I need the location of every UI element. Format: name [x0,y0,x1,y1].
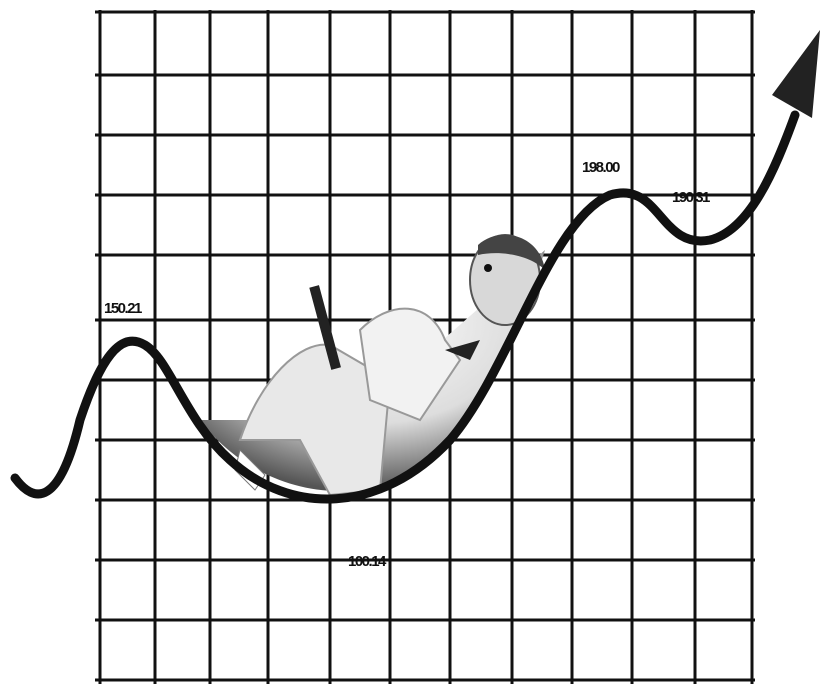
page: 150.21 100.14 198.00 190.31 (() => { con… [0,0,824,684]
value-label: 190.31 [672,189,710,206]
arrow-head [772,30,820,118]
value-label: 198.00 [582,159,620,176]
value-label: 150.21 [104,300,142,317]
illustration: 150.21 100.14 198.00 190.31 [0,0,824,684]
value-label: 100.14 [348,553,387,570]
